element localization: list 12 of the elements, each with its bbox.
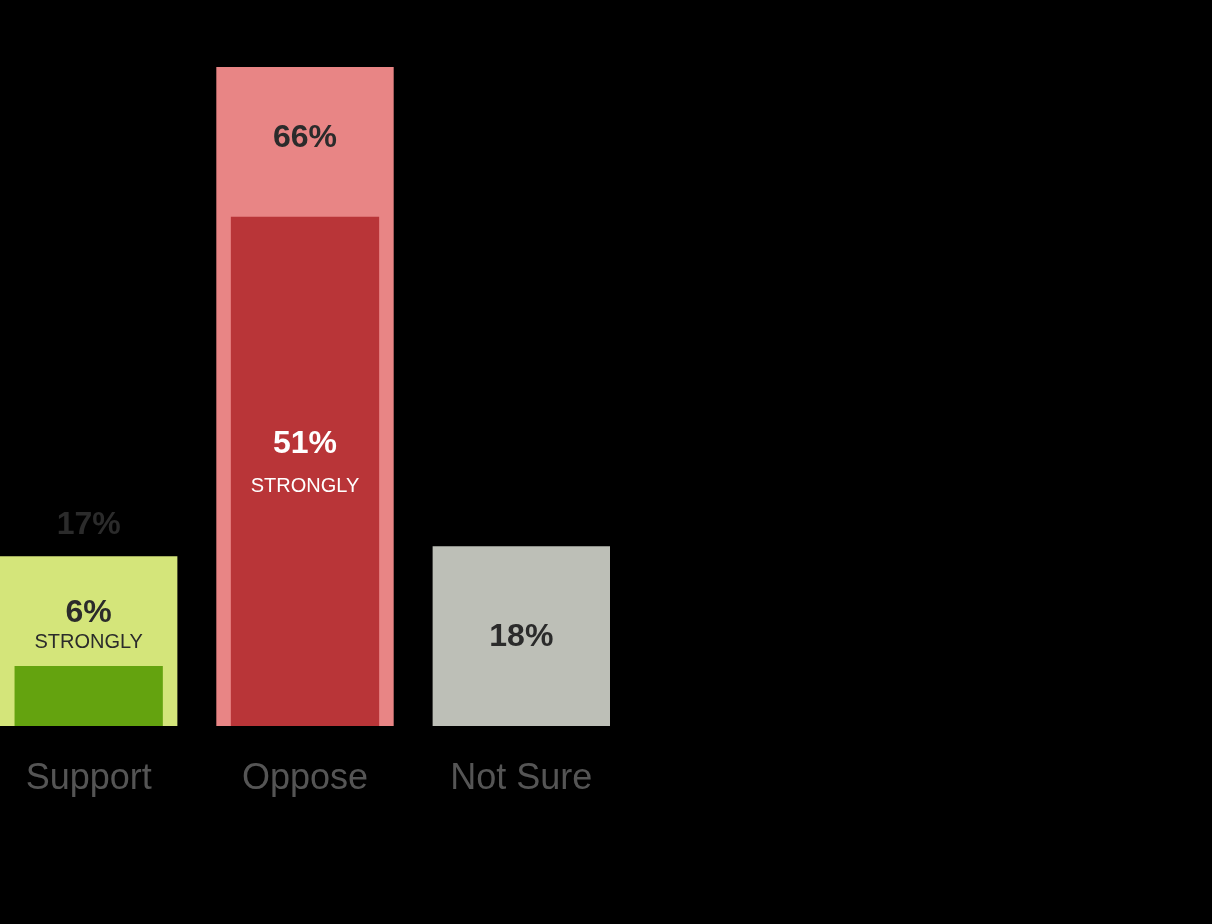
bar bbox=[230, 216, 380, 726]
series-label: STRONGLY bbox=[34, 630, 143, 653]
data-label: 18% bbox=[489, 617, 554, 654]
x-tick-label: Not Sure bbox=[450, 755, 593, 797]
text: STRONGLY bbox=[250, 473, 360, 496]
data-label: 51% bbox=[272, 423, 338, 460]
x-tick-label: Support bbox=[25, 755, 152, 797]
bar bbox=[14, 666, 163, 726]
x-tick-label: Oppose bbox=[241, 755, 369, 797]
data-label: 66% bbox=[272, 118, 338, 154]
data-label: 6% bbox=[65, 593, 112, 630]
bar bbox=[432, 546, 610, 726]
